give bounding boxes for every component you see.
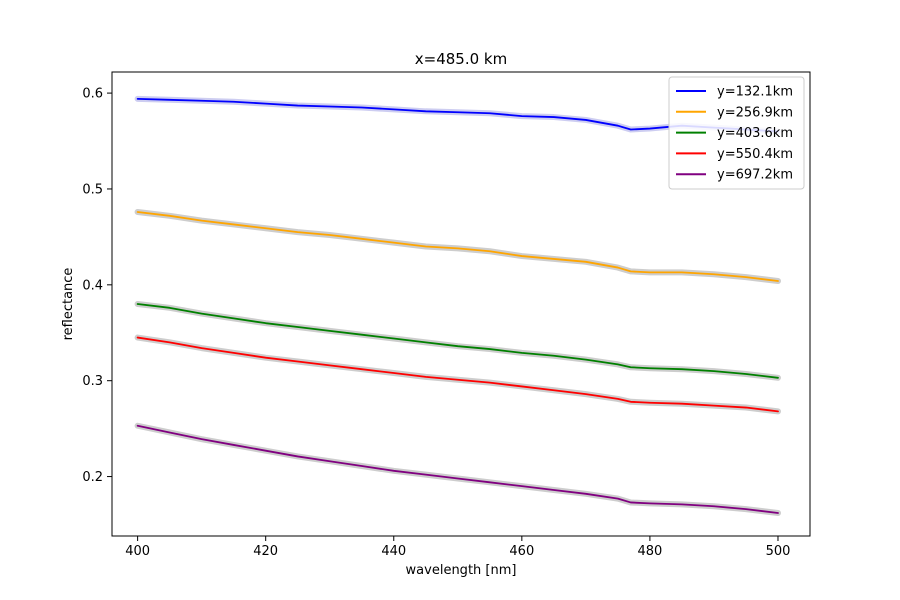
- x-tick-label: 400: [125, 544, 150, 559]
- legend-label: y=697.2km: [717, 168, 793, 183]
- y-tick-label: 0.5: [82, 182, 103, 197]
- series-line-5: [136, 424, 779, 514]
- series-line-2: [136, 211, 779, 282]
- plot-area: [134, 95, 781, 516]
- x-axis-ticks: 400 420 440 460 480 500: [125, 536, 790, 559]
- series-line-4: [136, 336, 779, 413]
- y-tick-label: 0.3: [82, 374, 103, 389]
- x-tick-label: 420: [253, 544, 278, 559]
- x-tick-label: 500: [766, 544, 791, 559]
- x-tick-label: 440: [381, 544, 406, 559]
- legend-label: y=256.9km: [717, 105, 793, 120]
- legend-label: y=550.4km: [717, 147, 793, 162]
- series-lines: [136, 97, 779, 514]
- series-line-1: [136, 97, 779, 133]
- legend-label: y=403.6km: [717, 126, 793, 141]
- legend-box: [668, 76, 805, 190]
- y-tick-label: 0.4: [82, 278, 103, 293]
- x-tick-label: 460: [509, 544, 534, 559]
- y-tick-label: 0.6: [82, 87, 103, 102]
- y-axis-label: reflectance: [61, 268, 76, 341]
- legend: y=132.1km y=256.9km y=403.6km y=550.4km y=69…: [668, 76, 805, 190]
- series-line-3: [136, 303, 779, 379]
- axes-frame: [111, 71, 811, 537]
- chart-title: x=485.0 km: [415, 50, 507, 68]
- legend-label: y=132.1km: [717, 85, 793, 100]
- y-tick-label: 0.2: [82, 470, 103, 485]
- y-axis-ticks: 0.2 0.3 0.4 0.5 0.6: [82, 87, 112, 485]
- x-axis-label: wavelength [nm]: [406, 563, 517, 578]
- x-tick-label: 480: [637, 544, 662, 559]
